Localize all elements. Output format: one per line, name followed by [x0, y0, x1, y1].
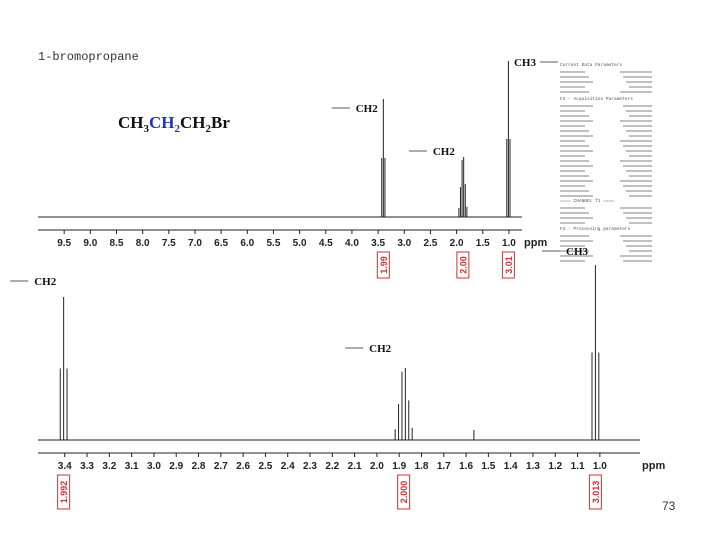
- formula-ch-2: CH: [149, 113, 175, 132]
- x-tick-label: 5.5: [267, 238, 281, 249]
- formula-sub-2a: 2: [175, 123, 181, 135]
- x-tick-label: 7.0: [188, 238, 202, 249]
- x-tick-label: 5.0: [293, 238, 307, 249]
- parameter-table: Current Data Parameters F2 - Acquisition…: [560, 62, 652, 262]
- x-tick-label: 3.5: [371, 238, 385, 249]
- spectrum-top: 9.5 9.0 8.5 8.0 7.5 7.0 6.5 6.0 5.5 5.0 4.5 4.0 3.5 3…: [38, 57, 558, 279]
- peak-group-label: CH2: [356, 103, 379, 115]
- formula-ch-3: CH: [180, 113, 206, 132]
- x-tick-label: 1.8: [415, 461, 429, 472]
- x-tick-label: 2.2: [325, 461, 339, 472]
- peak-group-label: CH2: [34, 276, 57, 288]
- x-tick-label: 1.1: [571, 461, 585, 472]
- x-tick-label: 2.4: [281, 461, 295, 472]
- peak-group-label: CH2: [433, 146, 456, 158]
- integral-box: [57, 474, 71, 510]
- x-tick-label: 1.5: [481, 461, 495, 472]
- page-number: 73: [662, 499, 676, 513]
- param-header-acquisition: F2 - Acquisition Parameters: [560, 96, 633, 102]
- x-tick-label: 1.5: [476, 238, 490, 249]
- integral-box: [588, 474, 602, 510]
- integral-box: [397, 474, 411, 510]
- x-tick-label: 2.5: [258, 461, 272, 472]
- x-tick-label: 2.0: [450, 238, 464, 249]
- integral-box: [456, 251, 470, 279]
- param-header-processing: F2 - Processing parameters: [560, 226, 631, 232]
- integral-value: 2.00: [458, 256, 468, 274]
- x-tick-label: 3.4: [58, 461, 72, 472]
- formula-ch-1: CH: [118, 113, 144, 132]
- param-header-channel: ==== CHANNEL f1 ====: [560, 198, 614, 204]
- x-tick-label: 8.5: [110, 238, 124, 249]
- x-tick-label: 2.1: [348, 461, 362, 472]
- compound-name: 1-bromopropane: [38, 50, 139, 64]
- integral-box: [501, 251, 515, 279]
- x-tick-label: 3.1: [125, 461, 139, 472]
- x-tick-label: 1.2: [548, 461, 562, 472]
- x-tick-label: 2.8: [192, 461, 206, 472]
- integral-box: [376, 251, 390, 279]
- x-tick-label: 3.0: [147, 461, 161, 472]
- x-tick-label: 2.0: [370, 461, 384, 472]
- x-tick-label: 1.9: [392, 461, 406, 472]
- x-tick-label: 2.9: [169, 461, 183, 472]
- peak-group-label: CH2: [369, 343, 392, 355]
- integral-value: 3.013: [591, 481, 601, 504]
- x-tick-label: 7.5: [162, 238, 176, 249]
- x-tick-label: 1.0: [593, 461, 607, 472]
- x-tick-label: 3.3: [80, 461, 94, 472]
- integral-value: 1.99: [379, 256, 389, 274]
- x-tick-label: 6.0: [240, 238, 254, 249]
- x-tick-label: 2.6: [236, 461, 250, 472]
- x-tick-label: 1.0: [502, 238, 516, 249]
- integral-value: 1.992: [59, 481, 69, 504]
- formula-sub-3: 3: [144, 123, 150, 135]
- x-tick-label: 6.5: [214, 238, 228, 249]
- x-tick-label: 4.0: [345, 238, 359, 249]
- x-tick-label: 1.4: [504, 461, 518, 472]
- peak-group-label: CH3: [514, 57, 537, 69]
- peak-group-label: CH3: [566, 246, 589, 258]
- formula-br: Br: [211, 113, 230, 132]
- x-tick-label: 8.0: [136, 238, 150, 249]
- structural-formula: CH3CH2CH2Br: [118, 113, 230, 135]
- x-tick-label: 9.5: [57, 238, 71, 249]
- integral-value: 3.01: [504, 256, 514, 274]
- x-tick-label: 1.3: [526, 461, 540, 472]
- x-tick-label: 3.0: [397, 238, 411, 249]
- param-header-current: Current Data Parameters: [560, 62, 622, 68]
- x-tick-label: 3.2: [102, 461, 116, 472]
- x-axis-label: ppm: [524, 237, 547, 249]
- x-tick-label: 2.5: [423, 238, 437, 249]
- x-tick-label: 9.0: [83, 238, 97, 249]
- integral-value: 2.000: [399, 481, 409, 504]
- x-tick-label: 4.5: [319, 238, 333, 249]
- x-tick-label: 1.6: [459, 461, 473, 472]
- x-tick-label: 2.7: [214, 461, 228, 472]
- x-tick-label: 1.7: [437, 461, 451, 472]
- param-lines: [560, 71, 652, 262]
- spectrum-bottom: 3.4 3.3 3.2 3.1 3.0 2.9 2.8 2.7 2.6 2.5 2.4 2.3 2.2 2…: [10, 246, 665, 510]
- x-axis-label: ppm: [642, 460, 665, 472]
- formula-sub-2b: 2: [206, 123, 212, 135]
- x-tick-label: 2.3: [303, 461, 317, 472]
